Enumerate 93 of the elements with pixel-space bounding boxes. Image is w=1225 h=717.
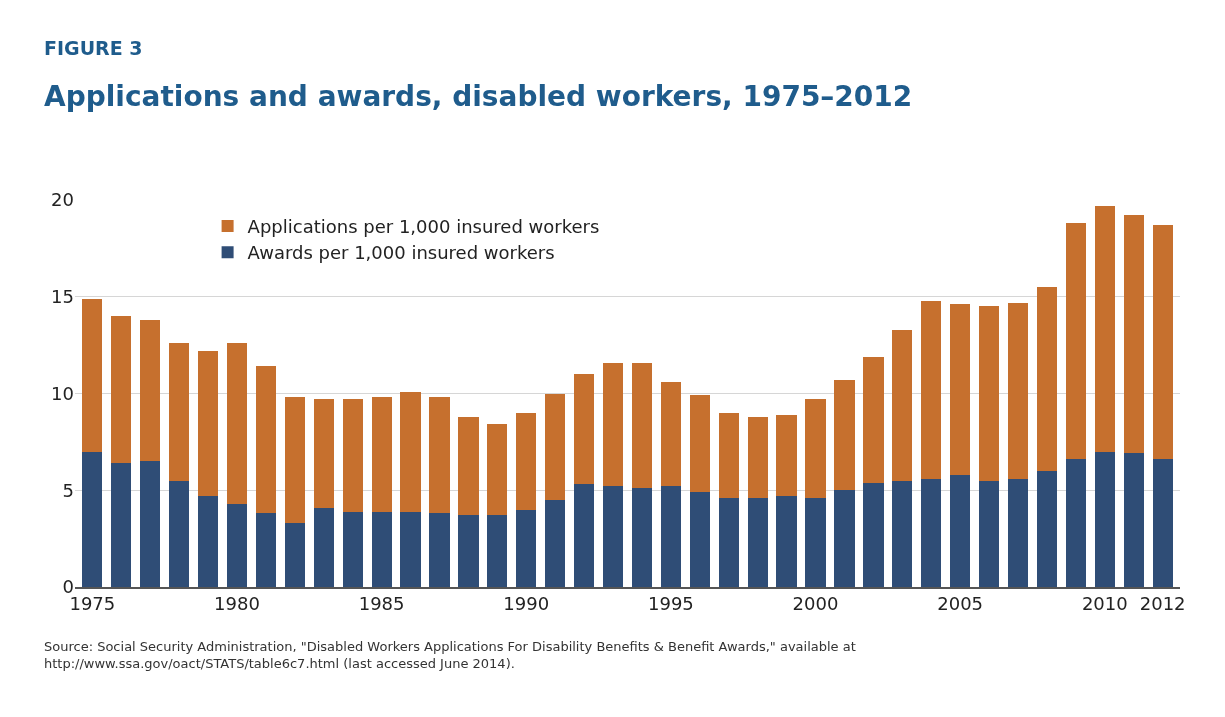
y-tick-label: 15: [51, 286, 74, 308]
bar: [342, 511, 363, 587]
bar: [82, 298, 103, 452]
bar: [111, 316, 132, 464]
bar: [747, 497, 768, 587]
bar: [197, 350, 219, 497]
source-note: Source: Social Security Administration, "Disabled Workers Applications For Disability Benefits & Benefit Awards," available at http://www.ssa.gov/oact/STATS/table6c7.html (last accessed June 2014).: [44, 639, 856, 671]
bar: [1065, 223, 1086, 460]
bar: [805, 399, 826, 498]
bar: [1007, 478, 1029, 587]
bar: [1065, 459, 1086, 587]
bar: [602, 362, 624, 487]
bar: [1123, 215, 1144, 454]
bar: [313, 399, 334, 508]
bar: [718, 497, 739, 587]
bar: [1094, 451, 1115, 587]
bar: [863, 356, 884, 483]
bar: [255, 366, 277, 514]
bar: [1152, 459, 1173, 587]
bar: [631, 488, 653, 587]
bar: [978, 306, 1000, 481]
legend-label: Awards per 1,000 insured workers: [247, 242, 555, 264]
bar: [776, 496, 797, 587]
bar: [545, 499, 566, 587]
bar: [834, 490, 855, 587]
bar: [747, 416, 768, 498]
chart-subtitle: FIGURE 3: [44, 37, 143, 59]
bar: [284, 523, 305, 587]
bar: [950, 474, 971, 587]
bar: [545, 393, 566, 500]
bar: [284, 397, 305, 524]
bar: [140, 461, 161, 587]
bar: [458, 416, 479, 516]
x-tick-label: 2010: [1081, 593, 1128, 615]
bar: [660, 381, 682, 487]
bar: [516, 412, 537, 510]
x-tick-label: 1995: [647, 593, 694, 615]
bar: [255, 513, 277, 587]
bar: [1036, 287, 1058, 471]
bar: [892, 329, 913, 481]
bar: [602, 486, 624, 587]
bar: [169, 480, 190, 587]
y-tick-label: 20: [51, 189, 74, 211]
bar: [400, 511, 421, 587]
bar: [400, 391, 421, 512]
bar: [140, 319, 161, 462]
bar: [226, 503, 248, 587]
bar: [342, 399, 363, 512]
bar: [429, 397, 450, 514]
bar: [805, 497, 826, 587]
y-tick-label: 10: [51, 382, 74, 404]
legend-label: Applications per 1,000 insured workers: [247, 215, 600, 237]
x-tick-label: 1990: [503, 593, 550, 615]
bar: [660, 486, 682, 587]
bar: [892, 480, 913, 587]
bar: [863, 482, 884, 587]
bar: [689, 395, 710, 493]
bar: [226, 343, 248, 504]
bar: [487, 424, 508, 516]
bar: [573, 484, 595, 587]
bar: [371, 397, 392, 512]
bar: [978, 480, 1000, 587]
bar: [776, 414, 797, 497]
bar: [429, 513, 450, 587]
x-tick-label: 2012: [1139, 593, 1186, 615]
bar: [1123, 453, 1144, 587]
bar: [1007, 302, 1029, 479]
bar: [82, 451, 103, 587]
bar: [458, 515, 479, 587]
bar: [631, 362, 653, 489]
x-tick-label: 1980: [214, 593, 260, 615]
bar: [834, 379, 855, 491]
bar: [313, 507, 334, 587]
bar: [1152, 225, 1173, 460]
x-tick-label: 2005: [937, 593, 984, 615]
bar: [169, 343, 190, 481]
bar: [516, 509, 537, 587]
bar: [371, 511, 392, 587]
bar: [718, 412, 739, 498]
y-tick-label: 5: [62, 479, 74, 501]
bar: [1094, 205, 1115, 452]
bar: [921, 478, 942, 587]
bar: [1036, 470, 1058, 587]
x-tick-label: 1985: [358, 593, 405, 615]
chart-title: Applications and awards, disabled workers, 1975–2012: [44, 80, 913, 113]
bar: [111, 463, 132, 587]
bar: [689, 492, 710, 587]
bar: [487, 515, 508, 587]
bar: [950, 304, 971, 475]
bar: [197, 496, 219, 587]
bar: [921, 300, 942, 479]
x-tick-label: 2000: [792, 593, 839, 615]
bar: [573, 374, 595, 485]
